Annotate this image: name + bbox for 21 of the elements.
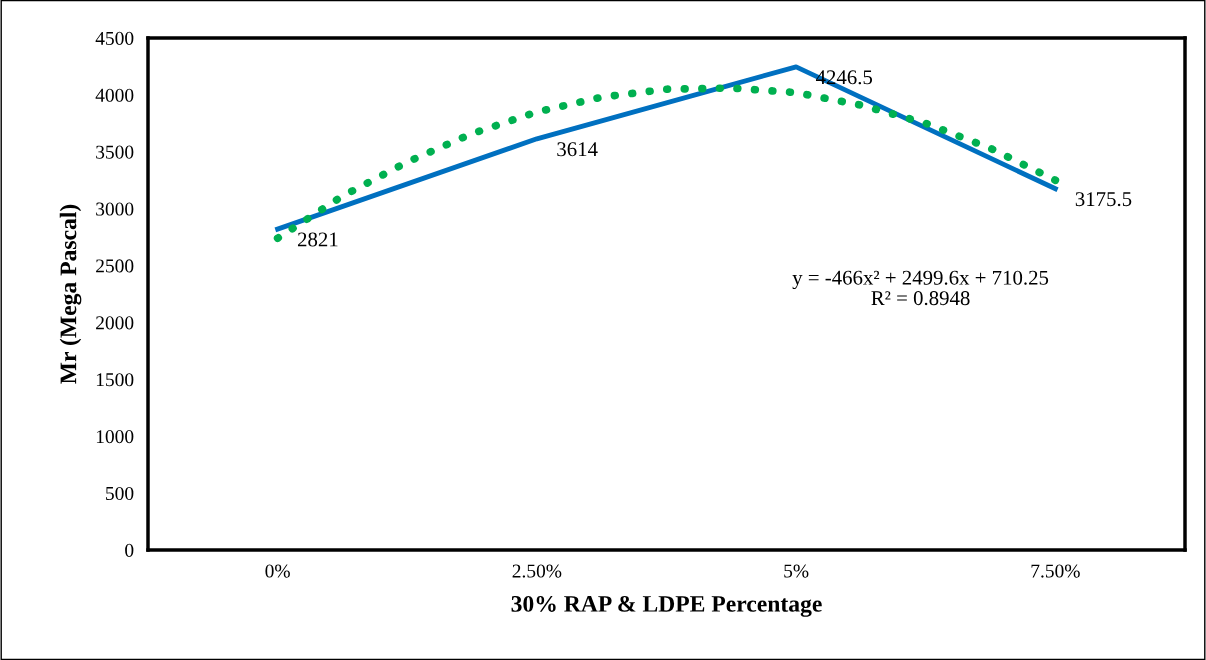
y-tick-label: 1000 (96, 430, 134, 444)
y-tick-label: 2500 (96, 259, 134, 273)
y-tick-label: 0 (125, 543, 134, 557)
annotation: y = -466x² + 2499.6x + 710.25 R² = 0.8948 (792, 270, 1049, 306)
y-tick-label: 3000 (96, 202, 134, 216)
y-tick-label: 4000 (95, 88, 134, 102)
x-tick-label: 2.50% (512, 564, 562, 578)
data-label: 3614 (557, 142, 598, 157)
y-tick-label: 3500 (96, 145, 134, 159)
line-series (275, 64, 1058, 232)
data-label: 2821 (297, 232, 338, 247)
y-tick-label: 1500 (96, 373, 134, 387)
x-axis-title: 30% RAP & LDPE Percentage (511, 595, 822, 617)
x-tick-label: 0% (265, 564, 290, 578)
y-tick-label: 2000 (96, 316, 134, 330)
x-tick-label: 5% (784, 564, 809, 578)
x-tick-label: 7.50% (1031, 564, 1080, 578)
y-tick-label: 4500 (95, 31, 134, 45)
data-label: 3175.5 (1075, 192, 1132, 207)
y-tick-label: 500 (106, 486, 134, 501)
y-axis-title: Mr (Mega Pascal) (59, 204, 82, 384)
